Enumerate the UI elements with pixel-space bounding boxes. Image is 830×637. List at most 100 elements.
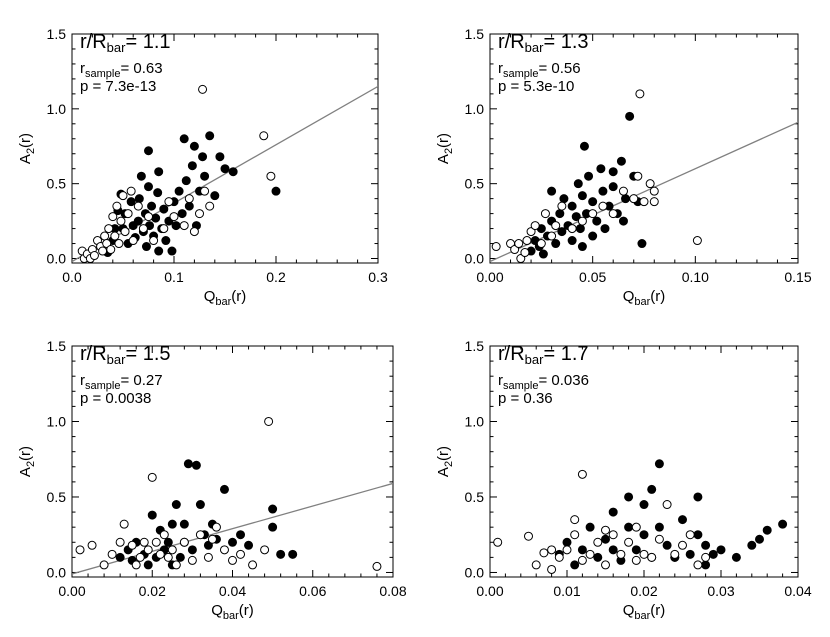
panel-bottom-right: 0.00 0.01 0.02 0.03 0.04 0.0 0.5 1.0 1.5 Qbar(r) A… [435,338,812,622]
plot-frame [489,33,799,264]
open-point [248,560,258,570]
open-point [608,530,618,540]
filled-point [631,545,641,555]
x-tick-label: 0.04 [784,583,811,599]
filled-point [175,552,185,562]
open-point [107,549,117,559]
filled-point [205,131,215,141]
open-point [98,246,108,256]
filled-point [731,552,741,562]
open-point [115,537,125,547]
filled-point [151,213,161,223]
filled-point [575,224,585,234]
open-point [670,549,680,559]
filled-point [601,534,610,544]
open-point [539,548,549,558]
open-point [184,194,194,204]
open-point [205,201,215,211]
filled-point [747,540,757,550]
filled-point [154,167,164,177]
y-axis-label: A2(r) [17,133,37,164]
open-point [526,227,536,237]
y-tick-label: 0.5 [47,176,67,192]
filled-point [171,500,181,510]
data-layer [72,84,378,263]
y-tick-label: 1.0 [465,413,485,429]
open-point [106,245,116,255]
y-tick-label: 0.0 [47,251,67,267]
filled-point [593,552,603,562]
open-point [624,537,634,547]
open-point [601,525,610,535]
filled-point [701,540,711,550]
filled-point [184,201,194,211]
filled-point [147,201,157,211]
filled-point [639,530,649,540]
open-point [259,131,269,141]
r-sample-annotation: rsample= 0.56 [498,60,581,80]
open-point [200,186,210,196]
filled-point [685,549,695,559]
filled-point [177,209,187,219]
filled-point [228,167,238,177]
open-point [516,254,526,263]
r-sample-annotation: rsample= 0.27 [80,372,163,392]
y-tick-label: 0.0 [47,564,67,580]
filled-point [189,141,199,151]
filled-point [762,525,772,535]
panel-top-left: 0.0 0.1 0.2 0.3 0.0 0.5 1.0 1.5 Qbar(r) A2(r) r/Rb… [17,26,388,308]
filled-point [195,500,205,510]
filled-point [624,522,634,532]
filled-point [198,152,208,162]
filled-point [153,188,163,198]
filled-point [179,134,189,144]
filled-point [577,191,587,201]
open-point [567,224,577,234]
x-axis-label: Qbar(r) [623,288,666,308]
filled-point [174,186,184,196]
open-point [89,251,99,261]
open-point [685,530,695,540]
y-tick-label: 0.5 [465,489,485,505]
open-point [536,239,546,249]
filled-point [268,504,278,514]
open-point [654,534,664,544]
filled-point [288,549,298,559]
filled-point [144,182,153,192]
open-point [692,236,702,246]
open-point [108,212,118,222]
open-point [163,552,173,562]
filled-point [654,522,664,532]
filled-point [228,537,237,547]
filled-point [141,242,151,252]
open-point [135,552,145,562]
y-tick-label: 1.0 [47,413,67,429]
open-point [577,555,587,565]
open-point [266,171,276,181]
filled-point [187,545,197,555]
open-point [531,560,541,570]
filled-point [143,560,153,570]
open-point [219,545,229,555]
open-point [645,179,655,189]
filled-point [161,236,171,246]
open-point [493,537,503,547]
x-tick-label: 0.00 [476,269,503,285]
filled-point [244,540,254,550]
open-point [570,530,580,540]
x-axis-label: Qbar(r) [211,602,254,622]
y-axis-label: A2(r) [435,446,455,477]
filled-point [637,239,647,249]
p-value-annotation: p = 0.0038 [80,390,151,407]
filled-point [755,534,764,544]
filled-point [608,182,618,192]
x-tick-label: 0.02 [630,583,657,599]
open-point [639,549,649,559]
open-point [616,549,626,559]
x-tick-label: 0.1 [164,269,184,285]
open-point [126,186,136,196]
open-point [577,216,587,226]
filled-point [624,492,634,502]
filled-point [555,209,565,219]
open-point [179,221,189,231]
